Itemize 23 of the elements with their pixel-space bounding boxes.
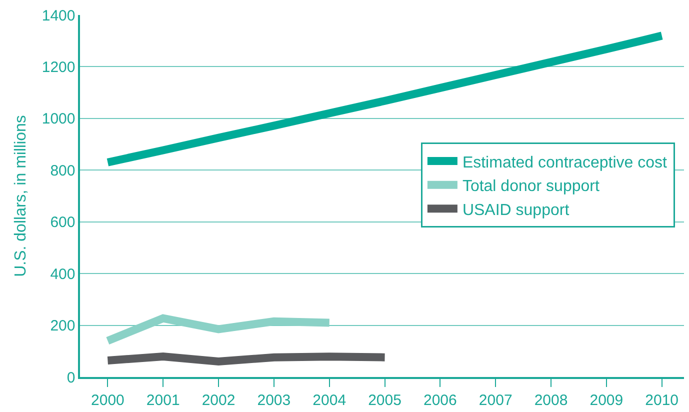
y-tick-label: 0 (66, 369, 76, 386)
x-tick-label: 2003 (257, 392, 291, 409)
y-tick-label: 1200 (42, 58, 76, 76)
x-tick-label: 2002 (202, 392, 236, 409)
y-tick-label: 200 (50, 318, 76, 335)
y-tick-label: 1000 (42, 110, 76, 128)
x-tick-label: 2008 (534, 392, 568, 409)
legend-label: Estimated contraceptive cost (462, 154, 668, 172)
legend-label: USAID support (462, 202, 570, 219)
y-tick-label: 600 (50, 214, 76, 232)
y-tick-label: 1400 (42, 7, 76, 24)
y-tick-label: 400 (50, 266, 76, 283)
y-axis-title: U.S. dollars, in millions (12, 115, 30, 277)
y-tick-label: 800 (50, 162, 76, 180)
x-tick-label: 2007 (478, 392, 512, 409)
x-tick-label: 2001 (146, 392, 180, 409)
x-tick-label: 2009 (590, 392, 624, 409)
x-tick-label: 2006 (423, 392, 457, 409)
x-tick-label: 2000 (91, 392, 124, 409)
x-tick-label: 2005 (368, 392, 402, 409)
legend-label: Total donor support (462, 178, 600, 196)
x-tick-label: 2010 (645, 392, 679, 409)
x-tick-label: 2004 (312, 392, 346, 409)
